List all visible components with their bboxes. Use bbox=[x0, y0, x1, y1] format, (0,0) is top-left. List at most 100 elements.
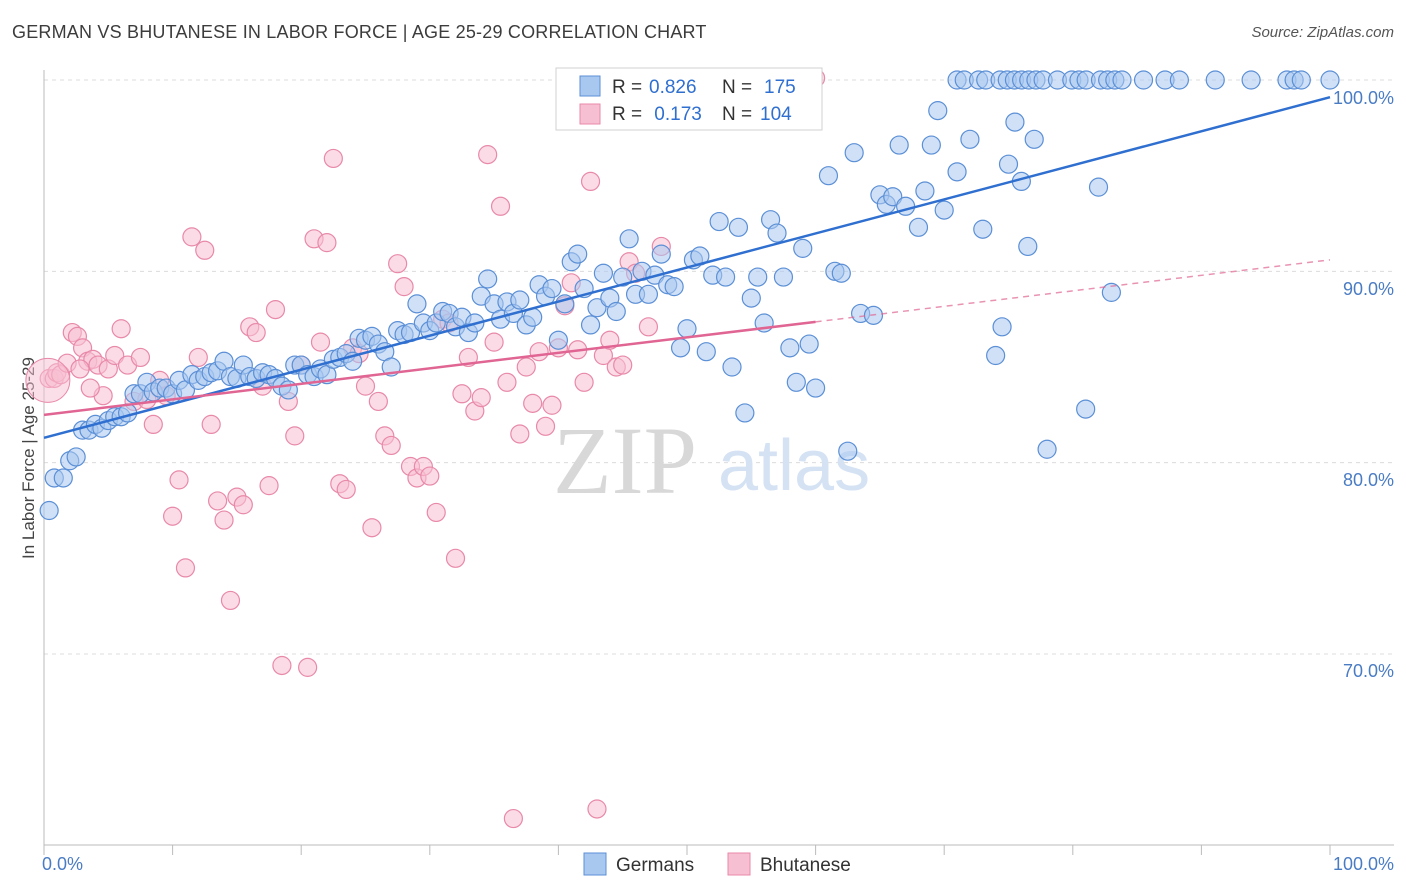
germans-point bbox=[722, 357, 742, 377]
bhutanese-point bbox=[426, 502, 446, 523]
bhutanese-point bbox=[111, 319, 131, 339]
germans-point bbox=[651, 244, 671, 264]
bottom-legend: Germans Bhutanese bbox=[583, 852, 851, 876]
bhutanese-point bbox=[259, 476, 279, 496]
germans-point bbox=[818, 166, 839, 186]
bhutanese-point bbox=[175, 558, 196, 578]
germans-point bbox=[1291, 70, 1311, 90]
germans-point bbox=[1169, 70, 1189, 90]
bhutanese-point bbox=[80, 378, 100, 398]
germans-point bbox=[773, 267, 794, 287]
bhutanese-point bbox=[587, 799, 607, 819]
bhutanese-point bbox=[201, 414, 221, 434]
legend-n-label-germans: N = bbox=[722, 77, 752, 98]
germans-point bbox=[606, 301, 626, 322]
y-tick-100: 100.0% bbox=[1333, 88, 1394, 108]
germans-point bbox=[709, 211, 729, 232]
bhutanese-point bbox=[246, 322, 266, 343]
germans-point bbox=[1320, 70, 1340, 90]
germans-point bbox=[568, 244, 588, 264]
germans-point bbox=[934, 200, 954, 220]
legend-r-value-germans: 0.826 bbox=[649, 77, 697, 98]
bhutanese-point bbox=[368, 391, 388, 412]
bhutanese-point bbox=[445, 548, 466, 568]
bhutanese-point bbox=[452, 384, 472, 404]
watermark-zip: ZIP bbox=[553, 407, 697, 514]
germans-point bbox=[928, 101, 948, 121]
bottom-legend-germans: Germans bbox=[616, 855, 694, 876]
bhutanese-point-large bbox=[25, 357, 71, 403]
bhutanese-point bbox=[420, 466, 440, 486]
germans-point bbox=[960, 129, 980, 149]
bhutanese-point bbox=[478, 145, 498, 165]
bottom-legend-bhutanese: Bhutanese bbox=[760, 855, 851, 876]
legend-n-value-germans: 175 bbox=[764, 77, 796, 98]
germans-point bbox=[53, 468, 73, 488]
bhutanese-point bbox=[523, 393, 543, 413]
bhutanese-point bbox=[214, 510, 234, 530]
germans-point bbox=[580, 315, 601, 335]
y-tick-labels: 100.0% 90.0% 80.0% 70.0% bbox=[1333, 88, 1394, 681]
germans-point bbox=[715, 267, 736, 287]
axes bbox=[43, 70, 1394, 855]
bhutanese-point bbox=[535, 416, 556, 436]
germans-point bbox=[613, 267, 633, 287]
germans-point bbox=[1112, 70, 1132, 90]
germans-point bbox=[1018, 236, 1038, 257]
bhutanese-point bbox=[484, 332, 504, 352]
germans-point bbox=[1076, 399, 1096, 419]
bhutanese-point bbox=[163, 506, 183, 526]
bhutanese-point bbox=[182, 227, 202, 247]
germans-point bbox=[883, 187, 903, 207]
y-tick-80: 80.0% bbox=[1343, 470, 1394, 490]
germans-point bbox=[407, 294, 427, 314]
bhutanese-point bbox=[355, 376, 376, 396]
bhutanese-trend-line-extension bbox=[815, 259, 1331, 323]
bhutanese-point bbox=[143, 414, 163, 434]
bhutanese-point bbox=[516, 357, 536, 377]
bhutanese-point bbox=[70, 359, 90, 379]
bhutanese-point bbox=[169, 470, 189, 490]
legend-swatch-bhutanese bbox=[579, 103, 601, 125]
germans-point bbox=[908, 217, 929, 237]
germans-point bbox=[915, 181, 935, 201]
germans-point bbox=[1037, 439, 1057, 459]
germans-point bbox=[728, 217, 749, 237]
bhutanese-point bbox=[188, 347, 208, 368]
bhutanese-trend-line bbox=[43, 320, 816, 417]
legend-n-label-bhutanese: N = bbox=[722, 104, 752, 125]
bhutanese-point bbox=[471, 388, 491, 408]
bhutanese-point bbox=[362, 518, 382, 538]
bhutanese-point bbox=[388, 254, 408, 274]
y-tick-70: 70.0% bbox=[1343, 661, 1394, 681]
bhutanese-point bbox=[574, 372, 594, 392]
bhutanese-point bbox=[394, 277, 414, 297]
germans-point bbox=[973, 219, 993, 239]
bhutanese-point bbox=[317, 233, 337, 253]
germans-point bbox=[992, 317, 1012, 337]
bhutanese-point bbox=[130, 347, 151, 368]
germans-point bbox=[793, 238, 813, 258]
bhutanese-point bbox=[613, 355, 633, 375]
germans-point bbox=[767, 223, 787, 243]
bhutanese-point bbox=[638, 317, 659, 337]
bhutanese-point bbox=[265, 300, 286, 320]
germans-point bbox=[1005, 112, 1025, 132]
germans-point bbox=[619, 229, 639, 249]
germans-point bbox=[478, 269, 498, 289]
germans-point bbox=[638, 284, 659, 304]
legend-n-value-bhutanese: 104 bbox=[760, 104, 792, 125]
germans-point bbox=[748, 267, 768, 287]
watermark-atlas: atlas bbox=[718, 426, 870, 506]
germans-point bbox=[670, 338, 691, 358]
x-tick-max: 100.0% bbox=[1333, 854, 1394, 874]
germans-point bbox=[786, 372, 806, 392]
germans-point bbox=[896, 196, 916, 216]
germans-point bbox=[805, 378, 826, 398]
x-axis-ticks bbox=[43, 845, 1331, 855]
bottom-legend-swatch-germans bbox=[583, 852, 607, 876]
bhutanese-point bbox=[285, 426, 305, 446]
germans-point bbox=[587, 298, 607, 318]
germans-point bbox=[1088, 177, 1109, 197]
